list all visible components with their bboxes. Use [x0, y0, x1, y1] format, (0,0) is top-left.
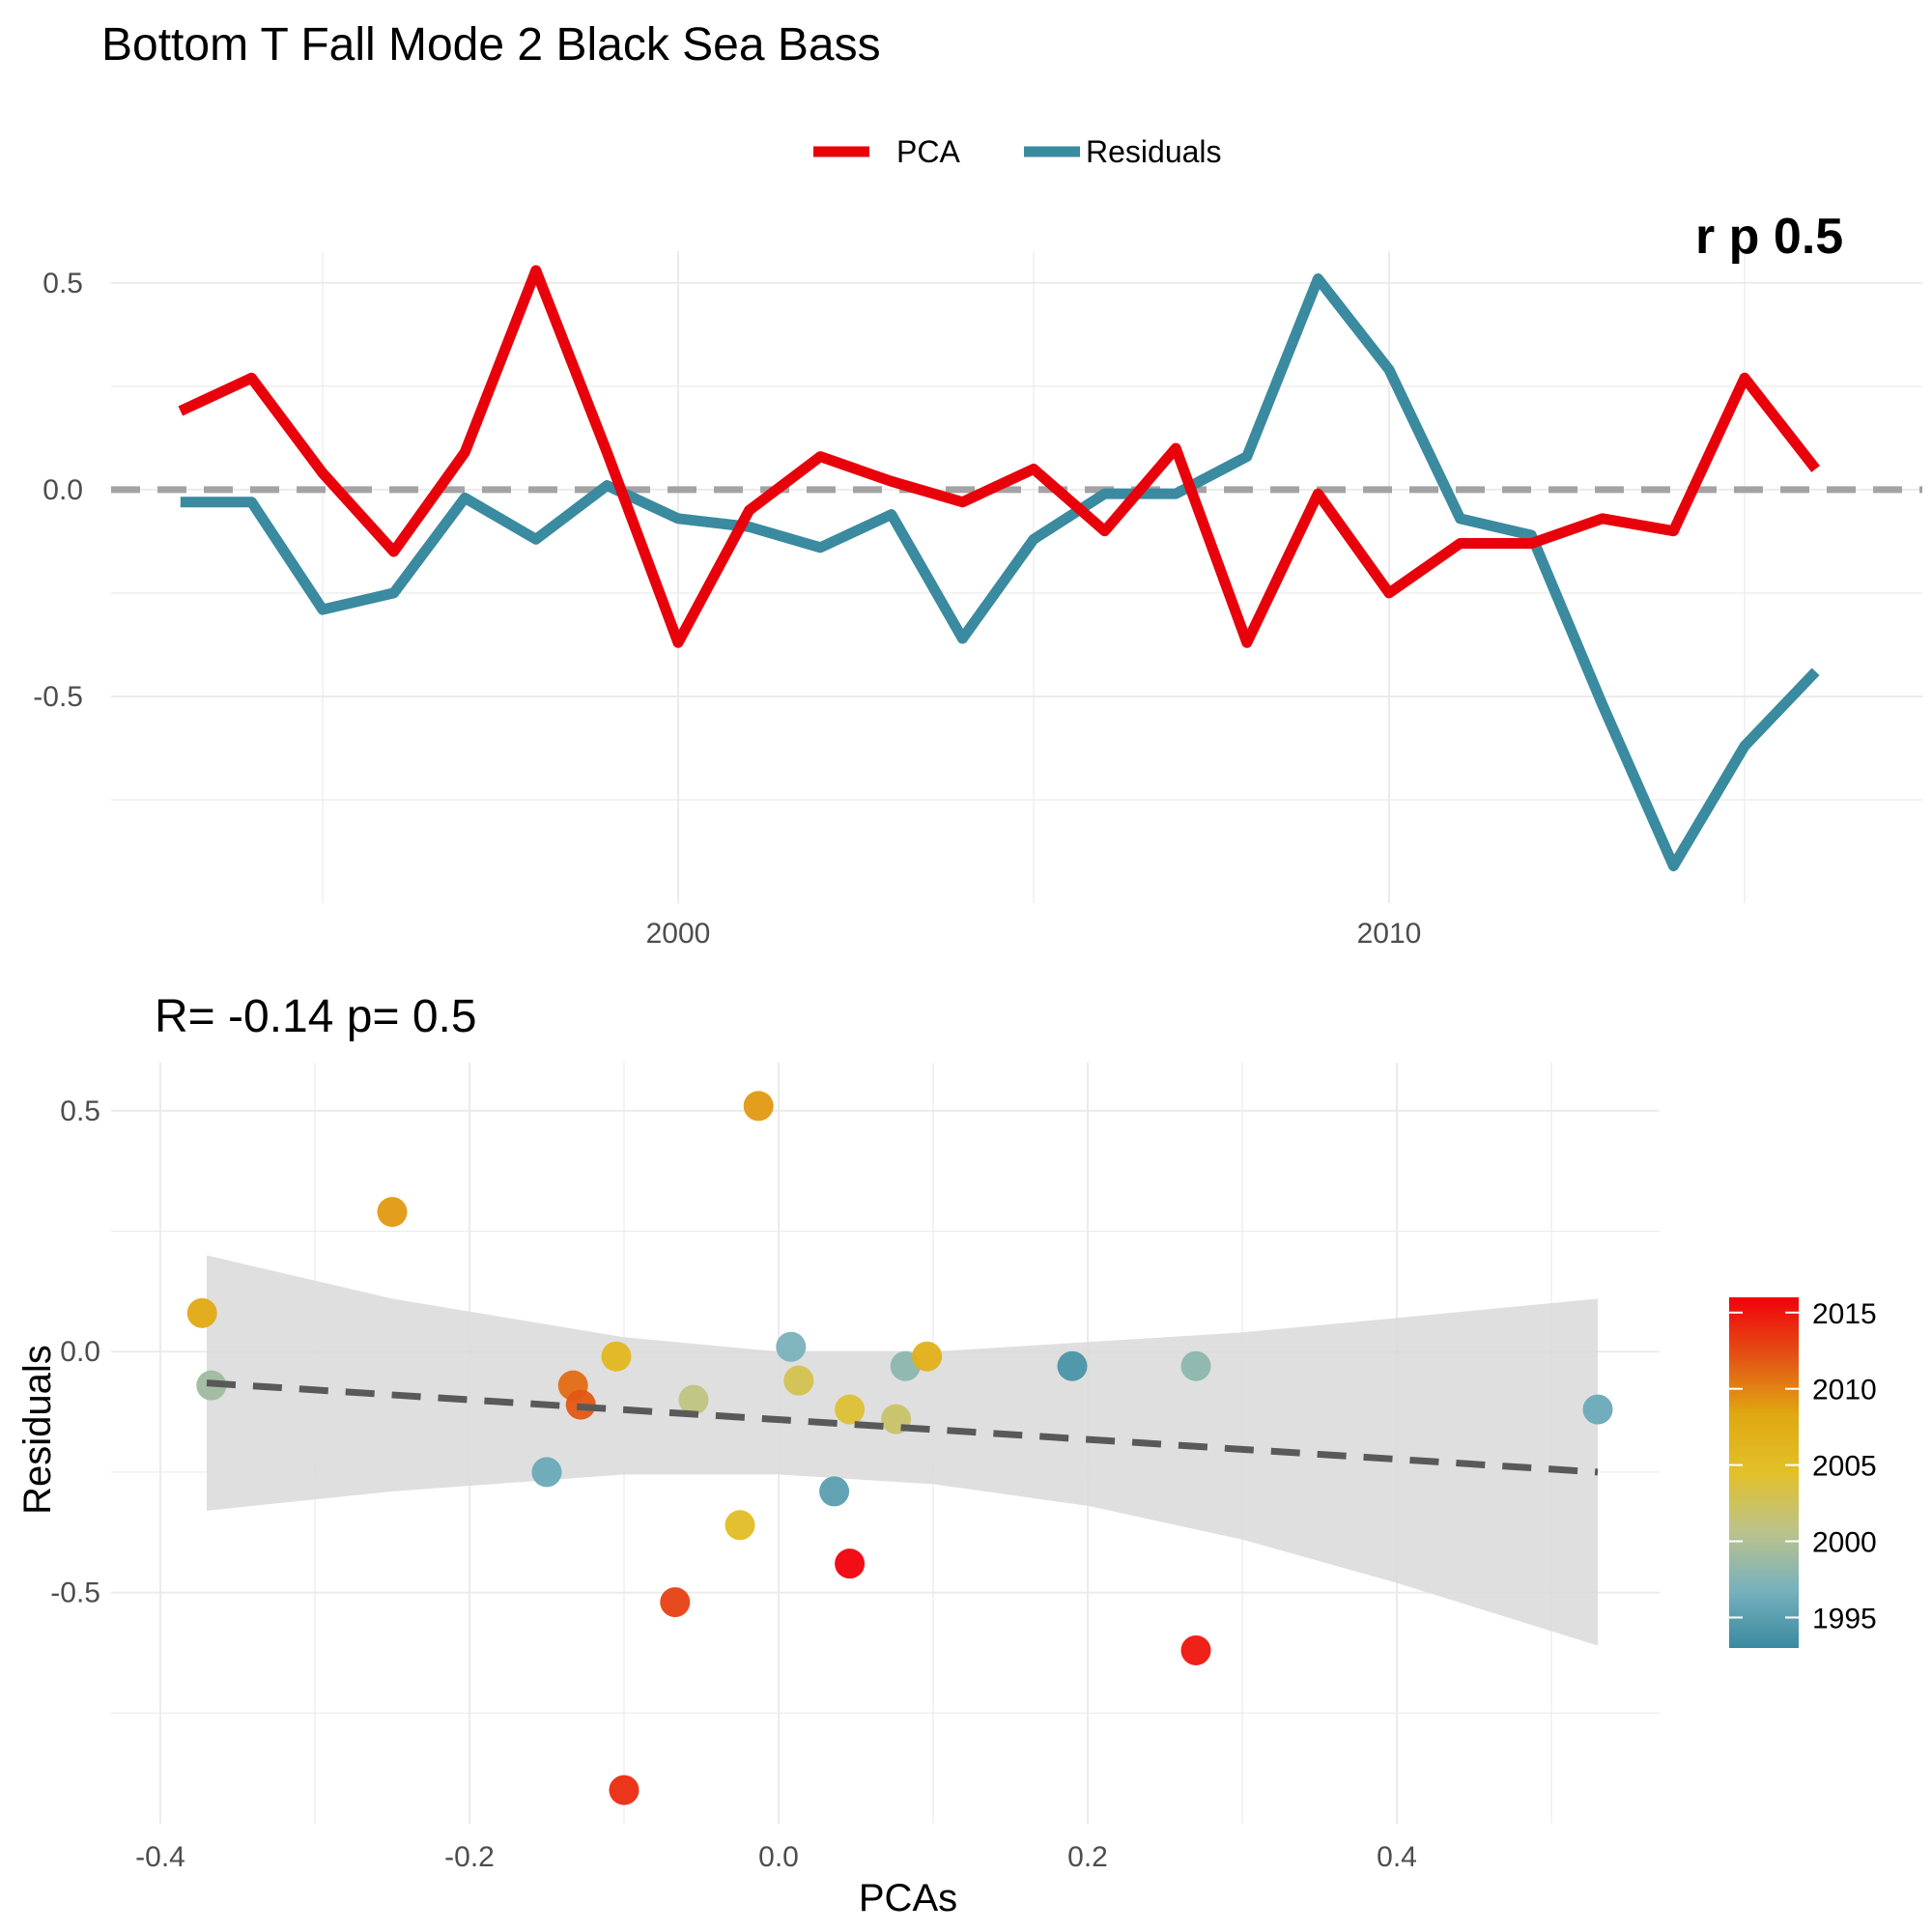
colorbar-bar [1729, 1297, 1799, 1648]
x-tick-label: 2000 [646, 918, 711, 950]
scatter-point [743, 1091, 774, 1122]
pca-line [178, 265, 1820, 648]
scatter-point [531, 1457, 562, 1488]
scatter-point [835, 1394, 866, 1425]
y-tick-label: 0.0 [43, 474, 83, 506]
scatter-point [609, 1775, 639, 1805]
legend: PCA Residuals [813, 134, 1222, 169]
x-tick-label: -0.2 [444, 1841, 495, 1873]
colorbar-tick-label: 2005 [1812, 1451, 1877, 1483]
colorbar-tick-label: 1995 [1812, 1603, 1877, 1634]
x-axis-title: PCAs [859, 1877, 957, 1919]
scatter-point [601, 1341, 632, 1372]
clipped-corner-label: r p 0.5 [1695, 209, 1843, 265]
y-tick-label: 0.0 [60, 1336, 100, 1368]
scatter-point [776, 1331, 807, 1362]
y-tick-label: 0.5 [43, 268, 83, 299]
y-tick-label: -0.5 [50, 1577, 100, 1609]
y-tick-label: -0.5 [33, 681, 83, 713]
x-tick-label: 0.4 [1377, 1841, 1417, 1873]
scatter-point [835, 1548, 866, 1579]
x-tick-label: 2010 [1357, 918, 1422, 950]
scatter-subtitle: R= -0.14 p= 0.5 [155, 991, 477, 1042]
scatter-panel: -0.4 -0.2 0.0 0.2 0.4 -0.5 0.0 0.5 [50, 1063, 1660, 1873]
scatter-point [1057, 1350, 1088, 1381]
scatter-point [186, 1297, 217, 1328]
x-tick-label: 0.2 [1067, 1841, 1108, 1873]
colorbar-tick-label: 2000 [1812, 1527, 1877, 1559]
scatter-point [678, 1384, 709, 1415]
y-axis-title: Residuals [16, 1345, 59, 1515]
scatter-point [912, 1341, 943, 1372]
residuals-line [180, 273, 1820, 871]
scatter-point [1180, 1350, 1211, 1381]
confidence-ribbon [207, 1255, 1598, 1646]
colorbar: 2015 2010 2005 2000 1995 [1729, 1297, 1877, 1648]
scatter-point [724, 1510, 755, 1541]
scatter-point [1180, 1634, 1211, 1665]
chart-title: Bottom T Fall Mode 2 Black Sea Bass [101, 19, 881, 71]
scatter-point [377, 1197, 408, 1228]
x-tick-label: -0.4 [135, 1841, 185, 1873]
scatter-point [819, 1476, 850, 1507]
scatter-point [1582, 1394, 1613, 1425]
colorbar-tick-label: 2010 [1812, 1375, 1877, 1406]
colorbar-tick-label: 2015 [1812, 1298, 1877, 1330]
regression-fit-line [206, 1379, 1599, 1476]
scatter-point [783, 1365, 814, 1396]
scatter-point [660, 1587, 691, 1618]
legend-label-residuals: Residuals [1086, 134, 1222, 169]
x-tick-label: 0.0 [758, 1841, 799, 1873]
time-series-panel: -0.5 0.0 0.5 2000 2010 [33, 251, 1922, 950]
y-tick-label: 0.5 [60, 1095, 100, 1127]
legend-label-pca: PCA [896, 134, 960, 169]
